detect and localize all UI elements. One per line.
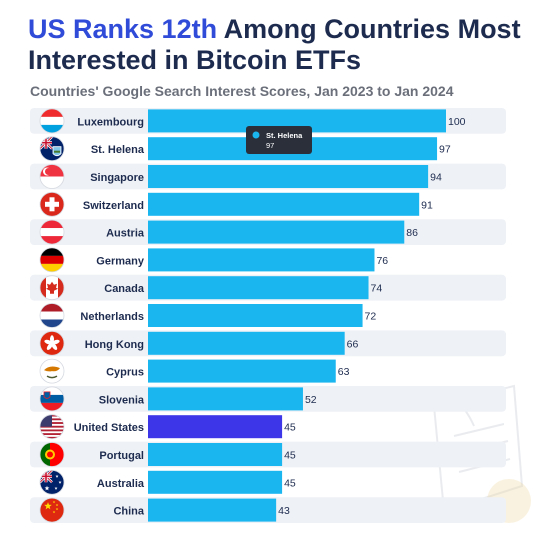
- bar[interactable]: [148, 470, 283, 494]
- bar-row-singapore: Singapore 94: [30, 163, 506, 190]
- value-label: 100: [448, 116, 466, 128]
- value-label: 52: [305, 394, 317, 406]
- value-label: 91: [421, 199, 433, 211]
- category-label: Switzerland: [83, 200, 144, 212]
- bar[interactable]: [148, 498, 277, 522]
- portugal-flag-icon: [39, 442, 65, 467]
- category-label: Slovenia: [99, 394, 145, 406]
- germany-flag-icon: [39, 247, 65, 273]
- tooltip-value: 97: [266, 141, 274, 150]
- st-helena-flag-icon: [39, 136, 65, 162]
- bar[interactable]: [148, 331, 345, 355]
- bar[interactable]: [148, 387, 303, 411]
- bar-row-germany: Germany 76: [39, 247, 388, 273]
- value-label: 66: [347, 338, 359, 350]
- switzerland-flag-icon: [39, 191, 65, 217]
- bar[interactable]: [148, 248, 375, 272]
- title-highlight: US Ranks 12th: [28, 14, 218, 44]
- value-label: 97: [439, 144, 451, 156]
- bar[interactable]: [148, 304, 363, 327]
- category-label: Canada: [104, 283, 145, 295]
- value-label: 94: [430, 172, 442, 184]
- category-label: Netherlands: [80, 311, 144, 323]
- value-label: 72: [365, 311, 377, 323]
- bar-row-hong-kong: Hong Kong 66: [30, 330, 506, 357]
- category-label: Australia: [97, 478, 145, 490]
- bar-row-slovenia: Slovenia 52: [30, 386, 506, 412]
- bar-row-cyprus: Cyprus 63: [39, 358, 350, 384]
- bar-row-switzerland: Switzerland 91: [39, 191, 433, 217]
- value-label: 43: [278, 505, 290, 517]
- bar-row-china: China 43: [30, 497, 506, 523]
- hong-kong-flag-icon: [39, 330, 65, 356]
- slovenia-flag-icon: [39, 386, 65, 412]
- category-label: China: [113, 506, 144, 518]
- category-label: Portugal: [99, 450, 144, 462]
- value-label: 76: [376, 255, 388, 267]
- bar-row-canada: Canada 74: [30, 274, 506, 301]
- singapore-flag-icon: [39, 164, 65, 189]
- category-label: Austria: [106, 228, 145, 240]
- bar[interactable]: [148, 192, 420, 216]
- value-label: 45: [284, 450, 296, 462]
- bar-row-united-states: United States 45: [39, 414, 296, 440]
- bar-row-netherlands: Netherlands 72: [39, 303, 377, 328]
- bar[interactable]: [148, 276, 369, 300]
- value-label: 45: [284, 477, 296, 489]
- bar-row-portugal: Portugal 45: [30, 441, 506, 468]
- bar[interactable]: [148, 220, 405, 244]
- bar[interactable]: [148, 415, 283, 439]
- bar[interactable]: [148, 443, 283, 466]
- australia-flag-icon: [39, 469, 65, 495]
- bar[interactable]: [148, 109, 446, 133]
- austria-flag-icon: [39, 219, 65, 245]
- netherlands-flag-icon: [39, 303, 65, 328]
- luxembourg-flag-icon: [39, 108, 65, 134]
- bar-row-st-helena: St. Helena 97: [39, 136, 451, 162]
- category-label: United States: [74, 422, 144, 434]
- bar-row-austria: Austria 86: [30, 219, 506, 245]
- chart-subtitle: Countries' Google Search Interest Scores…: [30, 83, 454, 99]
- bar-row-australia: Australia 45: [39, 469, 296, 495]
- value-label: 74: [371, 283, 383, 295]
- category-label: Singapore: [90, 172, 144, 184]
- bar-row-luxembourg: Luxembourg 100: [30, 108, 506, 134]
- category-label: Germany: [96, 255, 145, 267]
- category-label: Cyprus: [106, 367, 144, 379]
- tooltip-series-dot: [252, 131, 260, 139]
- category-label: Luxembourg: [77, 116, 144, 128]
- bar[interactable]: [148, 165, 429, 188]
- value-label: 45: [284, 422, 296, 434]
- value-label: 63: [338, 366, 350, 378]
- united-states-flag-icon: [39, 414, 65, 440]
- value-label: 86: [406, 227, 418, 239]
- bar[interactable]: [148, 359, 336, 383]
- category-label: Hong Kong: [85, 339, 144, 351]
- cyprus-flag-icon: [39, 358, 65, 384]
- title-rest: Among Countries Most Interested in Bitco…: [28, 14, 521, 75]
- china-flag-icon: [39, 497, 65, 523]
- canada-flag-icon: [39, 275, 65, 301]
- page-title: US Ranks 12th Among Countries Most Inter…: [28, 14, 528, 76]
- category-label: St. Helena: [91, 144, 145, 156]
- tooltip-label: St. Helena: [266, 131, 303, 140]
